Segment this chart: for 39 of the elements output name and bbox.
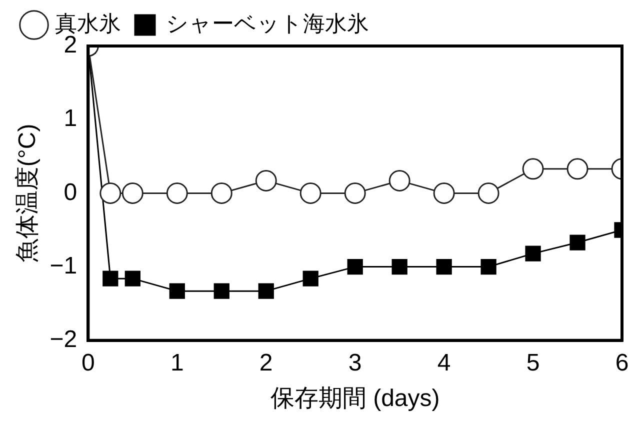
y-tick-label: −2 [50,326,78,354]
x-tick-label: 1 [170,349,184,376]
x-axis-title: 保存期間 (days) [270,385,440,412]
point [525,246,541,262]
point [166,182,188,204]
x-tick-label: 2 [259,349,273,376]
point [302,270,318,286]
point [347,258,363,275]
x-tick-label: 4 [437,349,451,376]
point [100,182,122,204]
point [122,182,144,204]
point [392,258,408,275]
point [258,283,274,299]
point [255,170,277,192]
point [102,270,118,286]
x-tick-label: 5 [526,349,540,376]
point [214,283,230,299]
point [210,182,232,204]
point [344,182,366,204]
x-tick-label: 0 [81,349,95,376]
point [169,283,185,299]
point [522,158,544,180]
y-axis-title: 魚体温度(°C) [14,124,42,263]
point [124,270,140,286]
point [566,158,588,180]
point [570,234,586,250]
y-tick-label: 1 [64,105,78,132]
point [388,170,410,192]
y-tick-label: −1 [50,252,78,280]
x-tick-label: 3 [348,349,362,376]
legend-label: シャーベット海水氷 [166,11,369,36]
point [300,182,322,204]
point [433,182,455,204]
point [436,258,452,275]
y-tick-label: 0 [64,178,78,206]
x-tick-label: 6 [615,349,629,376]
legend-label: 真水氷 [55,11,121,36]
point [478,182,500,204]
point [480,258,496,275]
